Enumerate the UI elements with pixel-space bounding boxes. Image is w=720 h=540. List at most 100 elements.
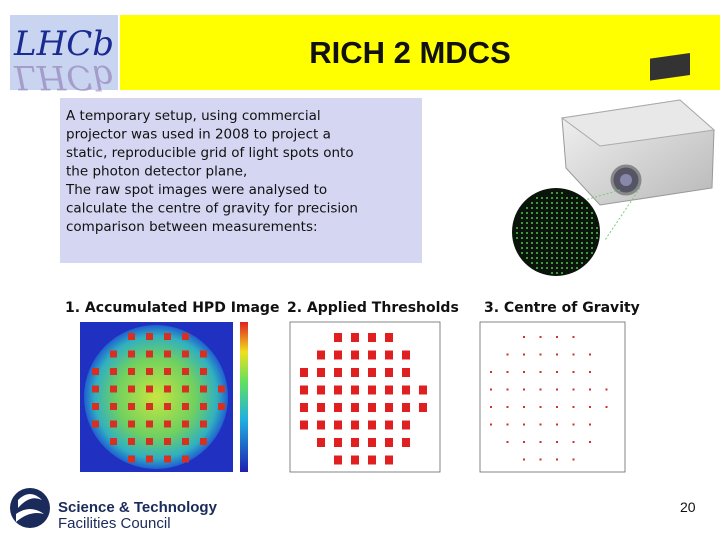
footer-org: Facilities Council — [58, 515, 171, 532]
grid-dot — [581, 207, 583, 209]
grid-dot — [561, 257, 563, 259]
grid-dot — [536, 232, 538, 234]
cog-image — [479, 321, 626, 473]
spot — [402, 350, 410, 360]
grid-dot — [536, 207, 538, 209]
grid-dot — [591, 222, 593, 224]
grid-dot — [561, 262, 563, 264]
spot — [589, 441, 591, 443]
spot — [128, 455, 135, 463]
grid-dot — [551, 247, 553, 249]
spot — [523, 458, 525, 461]
grid-dot — [531, 247, 533, 249]
spot — [385, 403, 393, 412]
spot — [368, 350, 376, 360]
spot — [523, 371, 525, 373]
grid-dot — [556, 247, 558, 249]
spot — [402, 368, 410, 377]
grid-dot — [561, 217, 563, 219]
spot — [368, 385, 376, 395]
grid-dot — [566, 232, 568, 234]
grid-dot — [536, 242, 538, 244]
spot — [385, 333, 393, 342]
spot — [334, 403, 342, 412]
grid-dot — [556, 242, 558, 244]
grid-dot — [591, 212, 593, 214]
grid-dot — [586, 212, 588, 214]
spot — [385, 455, 393, 465]
grid-dot — [521, 242, 523, 244]
grid-dot — [586, 247, 588, 249]
grid-dot — [571, 207, 573, 209]
grid-dot — [526, 212, 528, 214]
grid-dot — [581, 237, 583, 239]
grid-dot — [546, 217, 548, 219]
spot — [110, 368, 117, 375]
spot — [164, 333, 171, 340]
grid-dot — [541, 242, 543, 244]
grid-dot — [546, 242, 548, 244]
grid-dot — [581, 232, 583, 234]
grid-dot — [571, 247, 573, 249]
spot — [402, 385, 410, 395]
spot — [200, 385, 207, 393]
body-line: The raw spot images were analysed to — [65, 182, 327, 198]
spot — [200, 420, 207, 428]
grid-dot — [531, 202, 533, 204]
grid-dot — [586, 217, 588, 219]
spot — [539, 441, 542, 443]
spot — [146, 368, 153, 375]
grid-dot — [576, 207, 578, 209]
spot — [572, 388, 575, 391]
grid-dot — [561, 237, 563, 239]
spot — [182, 350, 189, 358]
body-line: the photon detector plane, — [66, 164, 247, 180]
grid-dot — [531, 222, 533, 224]
grid-dot — [571, 262, 573, 264]
spot — [92, 385, 99, 393]
grid-dot — [546, 252, 548, 254]
grid-dot — [571, 222, 573, 224]
spot — [300, 368, 308, 377]
spot — [182, 438, 189, 445]
spot — [506, 441, 509, 443]
grid-dot — [566, 207, 568, 209]
grid-dot — [541, 217, 543, 219]
grid-dot — [541, 197, 543, 199]
spot — [539, 336, 542, 338]
spot — [110, 420, 117, 428]
projected-grid — [512, 188, 600, 276]
spot — [572, 353, 575, 356]
grid-dot — [591, 252, 593, 254]
spot — [523, 406, 525, 408]
spot — [368, 368, 376, 377]
grid-dot — [556, 197, 558, 199]
body-line: comparison between measurements: — [66, 219, 318, 235]
grid-dot — [586, 232, 588, 234]
grid-dot — [531, 252, 533, 254]
grid-dot — [521, 212, 523, 214]
grid-dot — [521, 237, 523, 239]
grid-dot — [521, 232, 523, 234]
spot — [164, 420, 171, 428]
grid-dot — [521, 252, 523, 254]
grid-dot — [581, 227, 583, 229]
grid-dot — [586, 237, 588, 239]
spot — [556, 371, 558, 373]
grid-dot — [551, 222, 553, 224]
spot — [300, 420, 308, 430]
spot — [200, 438, 207, 445]
grid-dot — [551, 272, 553, 274]
spot — [368, 438, 376, 447]
grid-dot — [556, 217, 558, 219]
spot — [128, 350, 135, 358]
grid-dot — [556, 262, 558, 264]
grid-dot — [561, 222, 563, 224]
spot — [572, 406, 575, 408]
spot — [128, 403, 135, 410]
spot — [490, 423, 492, 426]
grid-dot — [541, 212, 543, 214]
spot — [351, 403, 359, 412]
